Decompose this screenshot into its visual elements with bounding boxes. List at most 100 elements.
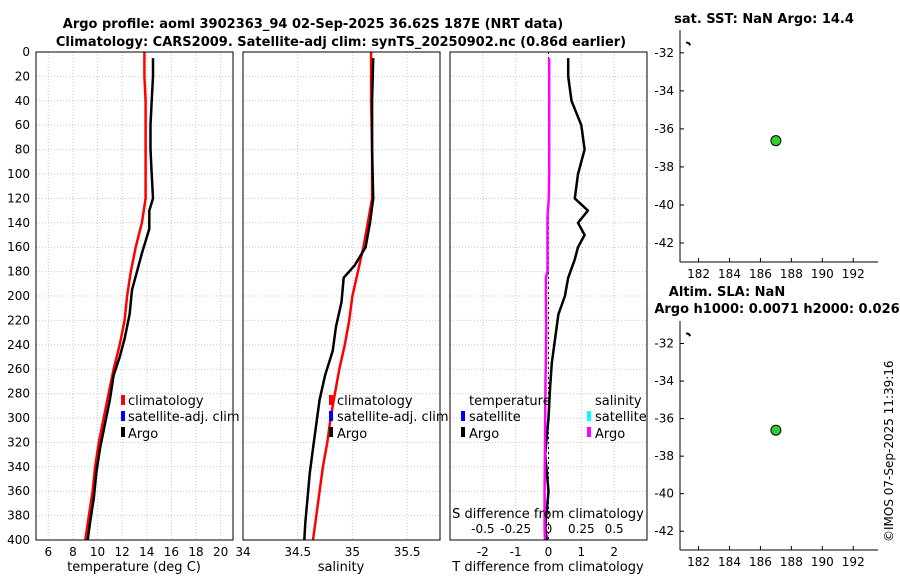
legend-climatology: climatology (128, 394, 204, 409)
argo-location-marker (770, 424, 782, 436)
y-tick-label: 320 (7, 435, 30, 449)
map-x-tick-label: 190 (811, 555, 834, 569)
salinity-panel: 34 34.5 35 35.5 (235, 51, 441, 559)
y-tick-label: 260 (7, 362, 30, 376)
map-x-tick-label: 188 (780, 267, 803, 281)
x-tick-label: -1 (510, 545, 522, 559)
x-tick-label: 8 (69, 545, 77, 559)
y-tick-label: 180 (7, 265, 30, 279)
legend-swatch-satellite (121, 411, 125, 421)
series-argo (303, 58, 375, 541)
series-s-argo (543, 58, 551, 541)
y-tick-label: 400 (7, 533, 30, 547)
legend-swatch-t-satellite (461, 411, 465, 421)
y-tick-label: 40 (15, 94, 30, 108)
y-tick-label: 220 (7, 313, 30, 327)
x-tick-label: 35.5 (394, 545, 421, 559)
x-tick-label: 20 (213, 545, 228, 559)
y-tick-label: 380 (7, 509, 30, 523)
map-y-tick-label: -34 (654, 84, 674, 98)
legend-swatch-climatology (121, 395, 125, 405)
y-tick-label: 60 (15, 118, 30, 132)
coastline (685, 332, 691, 337)
map-y-tick-label: -42 (654, 236, 674, 250)
axes-frame (449, 51, 648, 541)
y-tick-label: 300 (7, 411, 30, 425)
map-x-tick-label: 184 (718, 267, 741, 281)
map-x-tick-label: 192 (842, 555, 865, 569)
map-x-tick-label: 182 (687, 267, 710, 281)
difference-xlabel: T difference from climatology (451, 560, 644, 575)
sla-map-panel: -32 -34 -36 -38 -40 -42 182 184 186 188 190 192 (654, 321, 878, 569)
x-tick-label: 6 (44, 545, 52, 559)
main-title-line1: Argo profile: aoml 3902363_94 02-Sep-202… (63, 17, 563, 32)
legend-climatology: climatology (337, 394, 413, 409)
x-tick-label: -2 (477, 545, 489, 559)
sst-map-title: sat. SST: NaN Argo: 14.4 (674, 12, 854, 27)
difference-top-label: S difference from climatology (452, 507, 644, 522)
map-x-tick-label: 184 (718, 555, 741, 569)
legend-swatch-argo (329, 427, 333, 437)
legend-s-satellite: satellite (595, 410, 647, 425)
s-diff-tick-label: 0.25 (568, 522, 595, 536)
imos-watermark: ©IMOS 07-Sep-2025 11:39:16 (882, 360, 896, 542)
map-y-tick-label: -40 (654, 198, 674, 212)
sst-map-panel: -32 -34 -36 -38 -40 -42 182 184 186 188 190 192 (654, 30, 878, 281)
legend-satellite-adj: satellite-adj. clim (128, 410, 240, 425)
legend-swatch-climatology (329, 395, 333, 405)
x-tick-label: 0 (545, 545, 553, 559)
x-tick-label: 14 (139, 545, 154, 559)
x-tick-label: 18 (188, 545, 203, 559)
map-x-tick-label: 188 (780, 555, 803, 569)
difference-panel: -2 -1 0 1 2 -0.5 -0.25 0 0.25 0.5 (449, 51, 648, 559)
difference-legend: temperature satellite Argo salinity sate… (461, 394, 647, 442)
legend-swatch-s-satellite (587, 411, 591, 421)
sla-map-title-line2: Argo h1000: 0.0071 h2000: 0.026 (654, 302, 899, 317)
coastline (685, 41, 691, 46)
temperature-xlabel: temperature (deg C) (67, 560, 201, 575)
legend-swatch-satellite (329, 411, 333, 421)
map-x-tick-label: 186 (749, 555, 772, 569)
temperature-legend: climatology satellite-adj. clim Argo (121, 394, 240, 442)
map-x-tick-label: 186 (749, 267, 772, 281)
map-y-tick-label: -36 (654, 412, 674, 426)
map-y-tick-label: -40 (654, 487, 674, 501)
map-x-tick-label: 192 (842, 267, 865, 281)
map-y-tick-label: -32 (654, 337, 674, 351)
legend-t-argo: Argo (469, 427, 499, 442)
s-diff-tick-label: -0.5 (471, 522, 494, 536)
x-tick-label: 10 (90, 545, 105, 559)
x-tick-label: 34.5 (284, 545, 311, 559)
legend-swatch-argo (121, 427, 125, 437)
legend-temperature-title: temperature (469, 394, 551, 409)
legend-swatch-t-argo (461, 427, 465, 437)
map-background (680, 30, 878, 262)
legend-argo: Argo (128, 427, 158, 442)
legend-argo: Argo (337, 427, 367, 442)
map-y-tick-label: -34 (654, 374, 674, 388)
y-tick-label: 280 (7, 387, 30, 401)
series-climatology (84, 52, 147, 541)
y-tick-label: 200 (7, 289, 30, 303)
y-tick-label: 240 (7, 338, 30, 352)
y-tick-label: 0 (22, 45, 30, 59)
main-title-line2: Climatology: CARS2009. Satellite-adj cli… (56, 35, 626, 50)
y-tick-label: 80 (15, 143, 30, 157)
s-diff-tick-label: -0.25 (500, 522, 531, 536)
s-diff-tick-label: 0.5 (605, 522, 624, 536)
x-tick-label: 12 (115, 545, 130, 559)
map-y-tick-label: -38 (654, 449, 674, 463)
axes-frame (35, 51, 234, 541)
argo-location-marker (770, 135, 782, 147)
salinity-xlabel: salinity (318, 560, 365, 575)
legend-t-satellite: satellite (469, 410, 521, 425)
map-x-tick-label: 182 (687, 555, 710, 569)
salinity-legend: climatology satellite-adj. clim Argo (329, 394, 449, 442)
x-tick-label: 35 (345, 545, 360, 559)
legend-s-argo: Argo (595, 427, 625, 442)
legend-swatch-s-argo (587, 427, 591, 437)
y-tick-label: 160 (7, 240, 30, 254)
map-x-tick-label: 190 (811, 267, 834, 281)
legend-satellite-adj: satellite-adj. clim (337, 410, 449, 425)
